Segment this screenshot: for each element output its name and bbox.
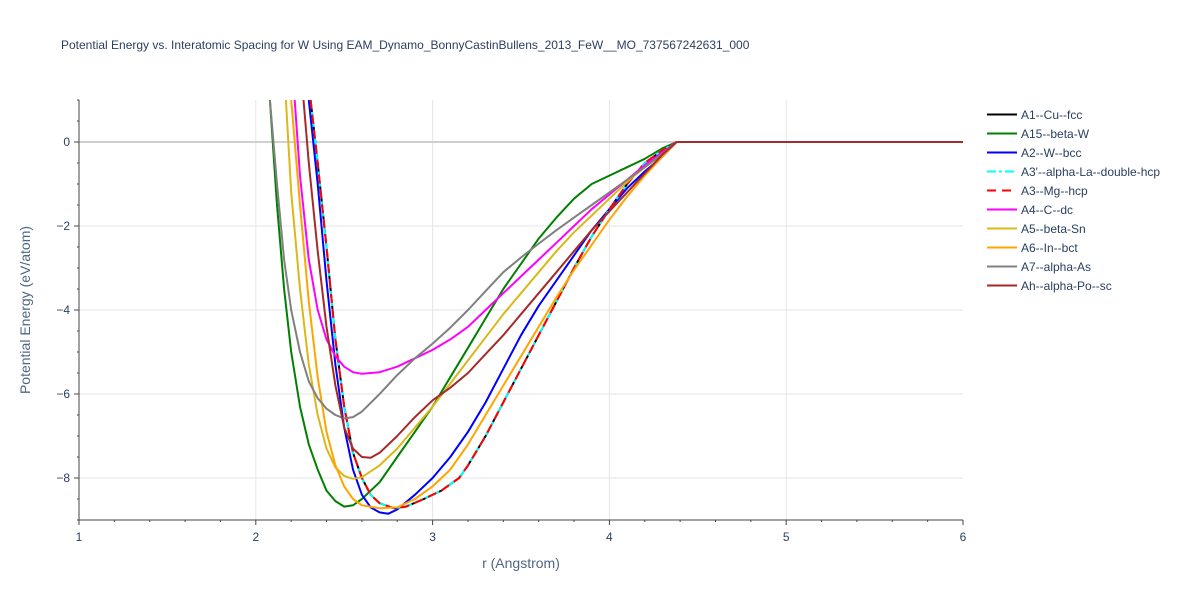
x-tick-label: 6 — [960, 530, 967, 544]
legend-item[interactable]: A2--W--bcc — [985, 143, 1081, 162]
legend-swatch — [987, 151, 1017, 154]
y-tick-label: −6 — [56, 387, 70, 401]
series-line-7 — [290, 100, 963, 510]
legend-swatch — [987, 265, 1017, 268]
legend-swatch — [987, 246, 1017, 249]
series-line-9 — [302, 100, 963, 459]
legend-item[interactable]: A1--Cu--fcc — [985, 105, 1082, 124]
y-ticks: 0 −2 −4 −6 −8 — [56, 99, 79, 521]
y-tick-label: 0 — [63, 135, 70, 149]
legend-item[interactable]: A3--Mg--hcp — [985, 181, 1088, 200]
x-tick-label: 5 — [783, 530, 790, 544]
series-line-4 — [309, 100, 963, 510]
legend-swatch — [987, 284, 1017, 287]
legend-item[interactable]: Ah--alpha-Po--sc — [985, 276, 1112, 295]
legend-item[interactable]: A3'--alpha-La--double-hcp — [985, 162, 1160, 181]
legend-label: A1--Cu--fcc — [1021, 107, 1083, 122]
legend-label: A6--In--bct — [1021, 240, 1078, 255]
x-ticks: 1 2 3 4 5 6 — [76, 520, 967, 544]
legend-swatch — [987, 208, 1017, 211]
legend-label: A7--alpha-As — [1021, 259, 1092, 274]
legend-item[interactable]: A5--beta-Sn — [985, 219, 1086, 238]
x-axis-title: r (Angstrom) — [482, 555, 560, 571]
series-line-2 — [307, 100, 963, 515]
x-tick-label: 3 — [429, 530, 436, 544]
legend-swatch — [987, 132, 1017, 135]
legend-label: A2--W--bcc — [1021, 145, 1082, 160]
legend-item[interactable]: A15--beta-W — [985, 124, 1089, 143]
y-gridlines — [79, 141, 963, 479]
legend-swatch — [987, 170, 1017, 173]
series-lines — [268, 100, 963, 515]
legend-item[interactable]: A4--C--dc — [985, 200, 1073, 219]
y-tick-label: −2 — [56, 219, 70, 233]
series-line-6 — [284, 100, 963, 480]
legend-item[interactable]: A7--alpha-As — [985, 257, 1091, 276]
y-tick-label: −4 — [56, 303, 70, 317]
legend-label: A3'--alpha-La--double-hcp — [1021, 164, 1161, 179]
legend-swatch — [987, 113, 1017, 116]
legend-swatch — [987, 189, 1017, 192]
y-axis-title: Potential Energy (eV/atom) — [17, 226, 33, 394]
x-tick-label: 1 — [76, 530, 83, 544]
legend-label: A15--beta-W — [1021, 126, 1090, 141]
chart-title: Potential Energy vs. Interatomic Spacing… — [61, 38, 750, 52]
series-line-8 — [268, 100, 963, 420]
legend-label: A3--Mg--hcp — [1021, 183, 1088, 198]
legend-label: Ah--alpha-Po--sc — [1021, 278, 1112, 293]
legend-item[interactable]: A6--In--bct — [985, 238, 1078, 257]
legend-swatch — [987, 227, 1017, 230]
x-tick-label: 2 — [252, 530, 259, 544]
legend-label: A4--C--dc — [1021, 202, 1074, 217]
series-line-1 — [268, 100, 963, 508]
x-tick-label: 4 — [606, 530, 613, 544]
y-tick-label: −8 — [56, 471, 70, 485]
legend-label: A5--beta-Sn — [1021, 221, 1086, 236]
